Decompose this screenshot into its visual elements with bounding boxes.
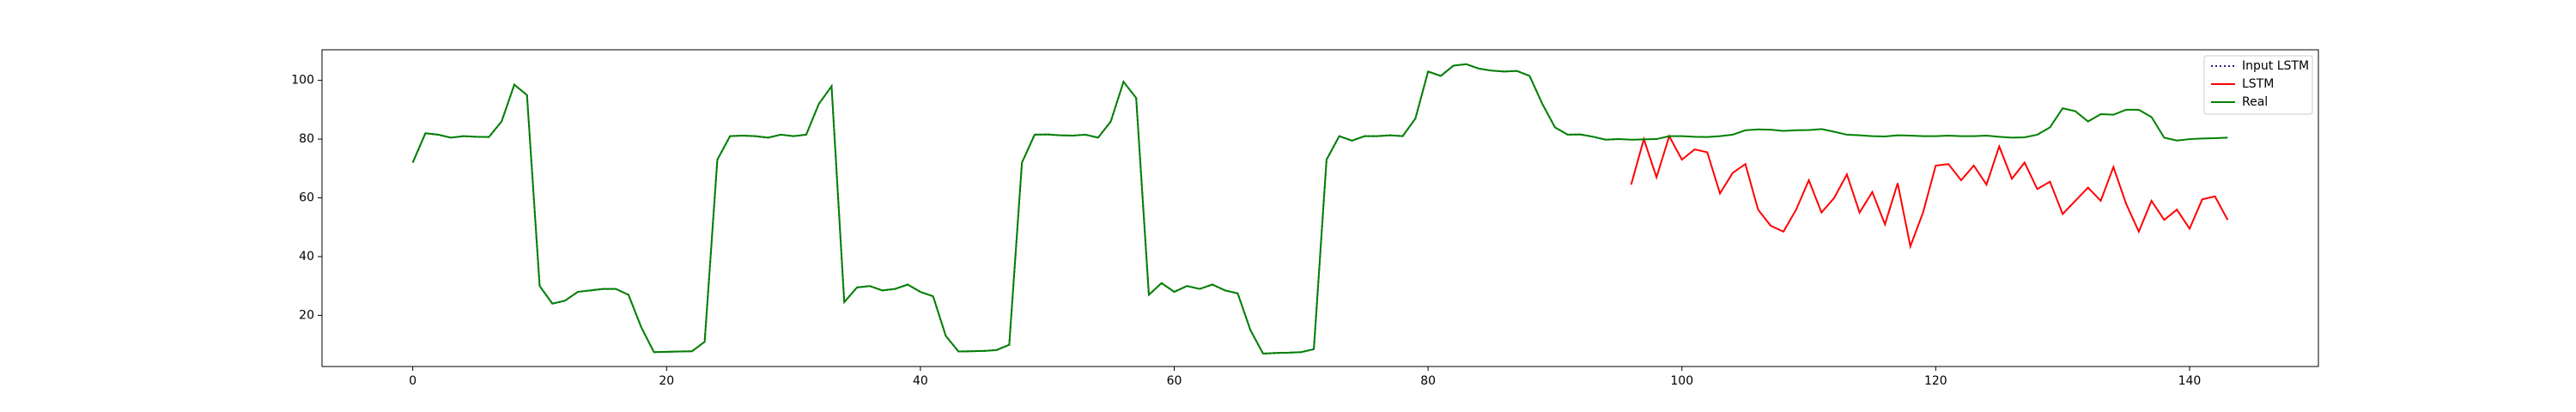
legend-label: Input LSTM [2242, 59, 2309, 73]
legend-label: Real [2242, 95, 2268, 109]
x-tick-label: 120 [1924, 374, 1947, 388]
legend-box [2203, 55, 2313, 115]
x-tick-label: 20 [659, 374, 674, 388]
legend-label: LSTM [2242, 77, 2274, 91]
x-tick-label: 60 [1167, 374, 1182, 388]
x-tick-label: 140 [2178, 374, 2202, 388]
plot-frame [321, 49, 2319, 367]
x-tick-label: 0 [409, 374, 416, 388]
y-tick-label: 80 [299, 132, 314, 146]
y-tick-label: 100 [291, 74, 314, 88]
line-series [411, 63, 1619, 354]
y-tick-label: 20 [299, 308, 314, 322]
x-tick-label: 40 [913, 374, 928, 388]
x-tick-label: 80 [1420, 374, 1436, 388]
line-series [411, 63, 2228, 354]
x-tick-label: 100 [1670, 374, 1693, 388]
y-tick-label: 40 [299, 250, 314, 264]
y-tick-label: 60 [299, 191, 314, 205]
line-series [1630, 134, 2229, 250]
